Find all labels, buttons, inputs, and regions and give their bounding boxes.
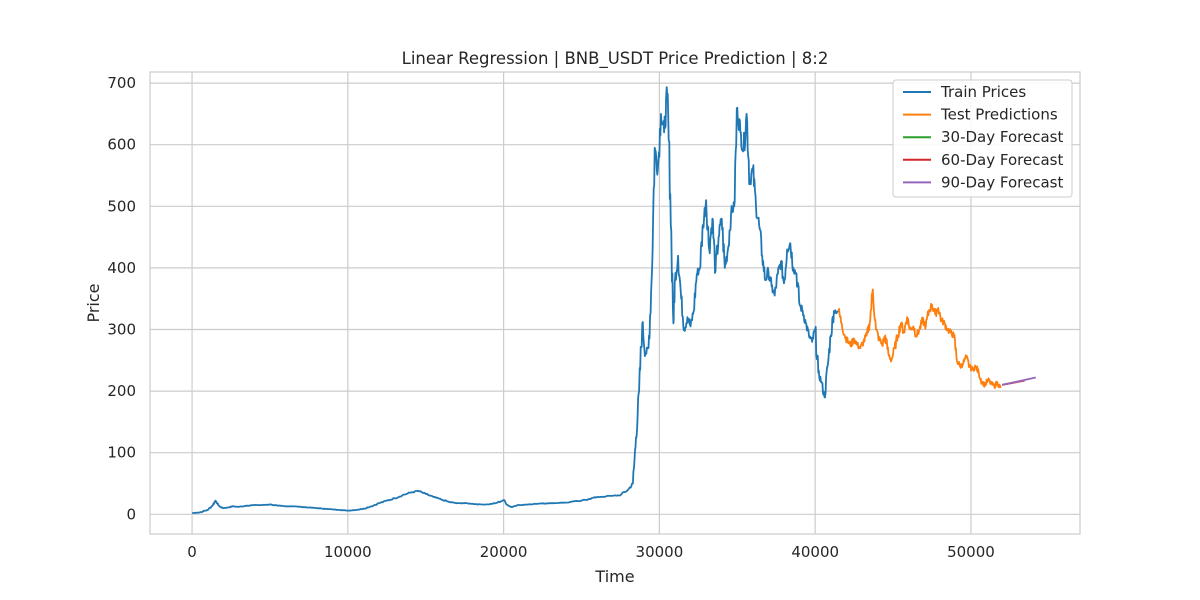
x-tick-label: 50000 [947, 543, 995, 561]
x-axis-label: Time [594, 567, 634, 586]
y-tick-label: 500 [107, 197, 136, 215]
series-line-train-prices [192, 86, 839, 514]
y-tick-label: 300 [107, 320, 136, 338]
series-line-90-day-forecast [1001, 376, 1036, 386]
x-tick-label: 20000 [480, 543, 528, 561]
y-tick-label: 200 [107, 382, 136, 400]
legend: Train Prices Test Predictions 30-Day Forec… [892, 79, 1073, 198]
legend-label-30-day-forecast: 30-Day Forecast [941, 128, 1063, 146]
x-tick-label: 0 [187, 543, 197, 561]
legend-label-60-day-forecast: 60-Day Forecast [941, 151, 1063, 169]
x-tick-label: 40000 [791, 543, 839, 561]
legend-label-test-predictions: Test Predictions [940, 106, 1058, 124]
y-tick-label: 100 [107, 444, 136, 462]
series-line-test-predictions [837, 288, 1002, 389]
y-tick-label: 700 [107, 74, 136, 92]
legend-label-train-prices: Train Prices [940, 83, 1026, 101]
y-tick-label: 0 [126, 505, 136, 523]
x-tick-label: 10000 [324, 543, 372, 561]
plot-area-frame [149, 71, 1081, 535]
chart-title: Linear Regression | BNB_USDT Price Predi… [402, 49, 829, 69]
y-axis-label: Price [84, 283, 103, 322]
legend-box [892, 79, 1073, 198]
legend-label-90-day-forecast: 90-Day Forecast [941, 173, 1063, 191]
tick-labels: 0 10000 20000 30000 40000 50000 0 100 200 300 400 5… [107, 74, 994, 561]
y-tick-label: 600 [107, 136, 136, 154]
series-lines [192, 86, 1036, 514]
y-tick-label: 400 [107, 259, 136, 277]
x-tick-label: 30000 [636, 543, 684, 561]
